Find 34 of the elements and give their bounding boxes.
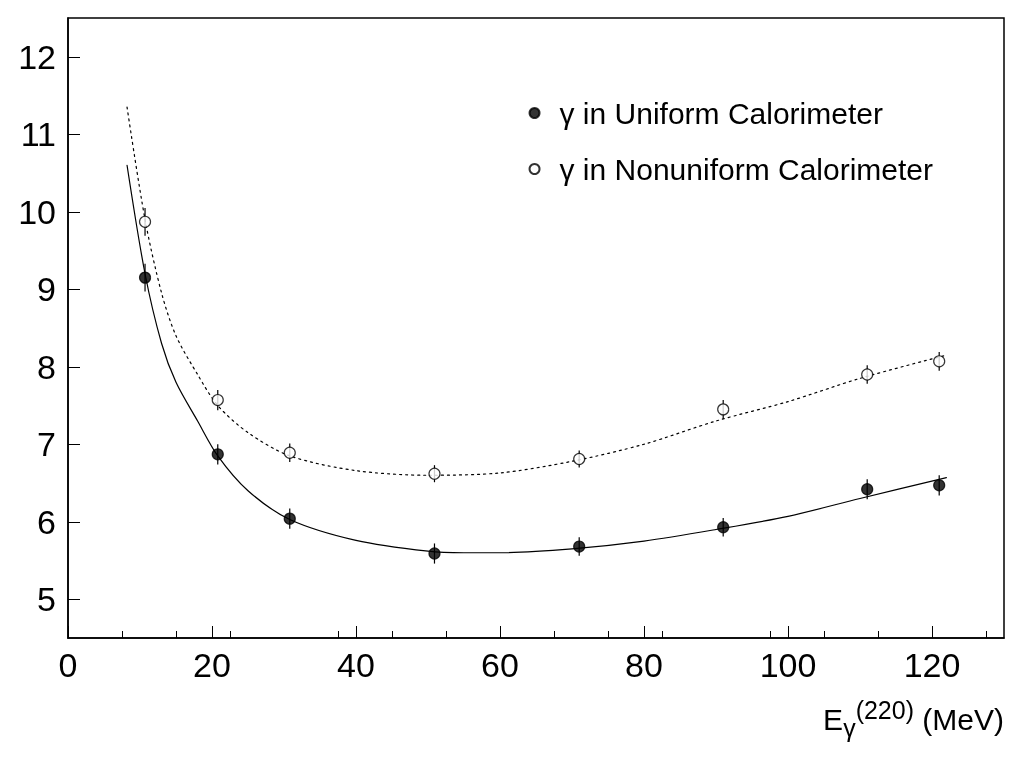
x-tick-label: 20 bbox=[193, 646, 231, 684]
y-tick-label: 5 bbox=[37, 580, 56, 619]
y-tick-label: 12 bbox=[18, 37, 56, 76]
point bbox=[933, 479, 946, 492]
x-tick-label: 120 bbox=[903, 646, 961, 684]
x-tick-label: 100 bbox=[759, 646, 817, 684]
y-tick-label: 8 bbox=[37, 347, 56, 386]
point bbox=[861, 483, 874, 496]
point bbox=[138, 215, 152, 228]
point bbox=[283, 512, 296, 525]
y-tick-label: 7 bbox=[37, 425, 56, 464]
x-tick-label: 80 bbox=[625, 646, 663, 684]
x-tick-label: 60 bbox=[481, 646, 519, 684]
point bbox=[428, 467, 441, 480]
point bbox=[717, 403, 730, 416]
point bbox=[861, 368, 874, 381]
y-tick-label: 6 bbox=[37, 502, 56, 541]
x-axis-title: E$_{γ}$$^{(220)}$ (MeV) bbox=[823, 696, 1004, 743]
y-tick-label: 9 bbox=[37, 270, 56, 309]
legend-label: γ in Uniform Calorimeter bbox=[559, 96, 883, 130]
point bbox=[933, 355, 946, 368]
legend-label: γ in Nonuniform Calorimeter bbox=[559, 152, 934, 186]
x-tick-label: 40 bbox=[337, 646, 375, 684]
y-tick-label: 10 bbox=[18, 192, 56, 231]
x-tick-label: 0 bbox=[58, 646, 78, 684]
point bbox=[717, 521, 730, 534]
point bbox=[211, 393, 224, 407]
point bbox=[573, 540, 586, 553]
point bbox=[138, 271, 152, 284]
point bbox=[573, 452, 586, 466]
y-tick-label: 11 bbox=[20, 115, 56, 154]
point bbox=[428, 547, 441, 560]
point bbox=[211, 448, 224, 461]
point bbox=[283, 446, 296, 459]
